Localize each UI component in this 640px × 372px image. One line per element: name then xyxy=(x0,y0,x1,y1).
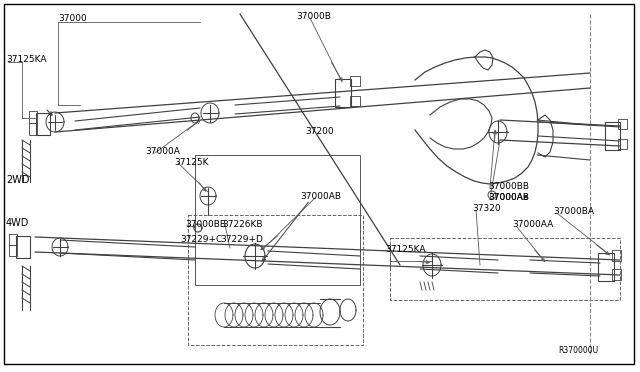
Bar xyxy=(36,113,50,135)
Text: 37320: 37320 xyxy=(472,204,500,213)
Text: R370000U: R370000U xyxy=(558,346,598,355)
Text: 37125KA: 37125KA xyxy=(6,55,47,64)
Text: 37000AB: 37000AB xyxy=(488,193,529,202)
Text: 37000AA: 37000AA xyxy=(512,220,553,229)
Text: 37229+D: 37229+D xyxy=(220,235,263,244)
Text: 37000BB: 37000BB xyxy=(488,182,529,191)
Text: 37200: 37200 xyxy=(305,127,333,136)
Text: 37000A: 37000A xyxy=(145,147,180,156)
Text: 37125KA: 37125KA xyxy=(385,245,426,254)
Bar xyxy=(16,236,30,258)
Text: 37000: 37000 xyxy=(58,14,87,23)
Bar xyxy=(195,155,360,285)
Text: 37000B: 37000B xyxy=(296,12,331,21)
Text: 37000BB: 37000BB xyxy=(185,220,226,229)
Text: 37226KB: 37226KB xyxy=(222,220,262,229)
Text: 37000AB: 37000AB xyxy=(300,192,341,201)
Bar xyxy=(350,76,360,86)
Bar xyxy=(612,250,621,261)
Bar xyxy=(390,238,620,300)
Text: 4WD: 4WD xyxy=(6,218,29,228)
Text: 37000BA: 37000BA xyxy=(553,207,594,216)
Bar xyxy=(29,111,37,123)
Bar xyxy=(618,119,627,129)
Bar xyxy=(618,139,627,149)
Text: 37125K: 37125K xyxy=(174,158,209,167)
Text: 37229+C: 37229+C xyxy=(180,235,222,244)
Text: 2WD: 2WD xyxy=(6,175,29,185)
Bar xyxy=(612,269,621,280)
Bar xyxy=(9,245,17,256)
Bar xyxy=(350,96,360,106)
Bar xyxy=(9,234,17,245)
Bar xyxy=(188,215,363,345)
Text: 37000Aʙ: 37000Aʙ xyxy=(488,193,528,202)
Bar xyxy=(605,122,620,150)
Bar xyxy=(29,123,37,135)
Bar xyxy=(335,79,351,107)
Bar xyxy=(598,253,614,281)
